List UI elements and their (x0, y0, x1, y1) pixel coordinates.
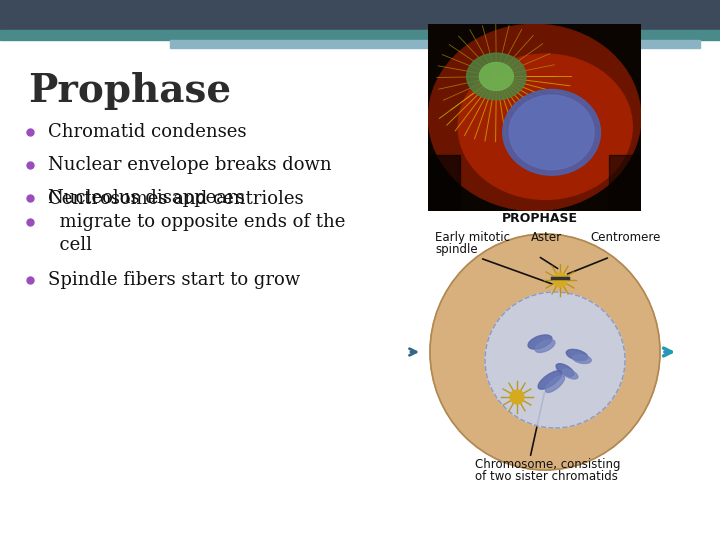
Ellipse shape (480, 63, 513, 90)
Text: Early mitotic: Early mitotic (435, 231, 510, 244)
Text: Chromatid condenses: Chromatid condenses (48, 123, 246, 141)
Bar (428, 155, 460, 211)
Text: Nuclear envelope breaks down: Nuclear envelope breaks down (48, 156, 332, 174)
Circle shape (553, 273, 567, 287)
Text: Centrosomes and centrioles
  migrate to opposite ends of the
  cell: Centrosomes and centrioles migrate to op… (48, 190, 346, 254)
Ellipse shape (562, 369, 578, 379)
Ellipse shape (528, 335, 552, 349)
Text: of two sister chromatids: of two sister chromatids (475, 470, 618, 483)
Ellipse shape (546, 375, 564, 393)
Bar (0, 0, 720, 30)
Ellipse shape (556, 363, 574, 376)
Text: spindle: spindle (435, 243, 477, 256)
Ellipse shape (485, 292, 625, 428)
Ellipse shape (430, 234, 660, 470)
Text: Chromosome, consisting: Chromosome, consisting (475, 458, 621, 471)
Ellipse shape (535, 340, 555, 353)
Ellipse shape (573, 355, 591, 363)
Text: Centromere: Centromere (590, 231, 660, 244)
Bar (609, 155, 641, 211)
Text: Nucleolus disappears: Nucleolus disappears (48, 189, 245, 207)
Text: Spindle fibers start to grow: Spindle fibers start to grow (48, 271, 300, 289)
Ellipse shape (567, 349, 588, 361)
Ellipse shape (509, 95, 594, 170)
Ellipse shape (428, 24, 641, 211)
Ellipse shape (467, 53, 526, 100)
Text: Prophase: Prophase (28, 72, 231, 110)
Ellipse shape (538, 371, 562, 389)
Bar (0, 30, 720, 40)
Bar (170, 40, 700, 48)
Text: Aster: Aster (531, 231, 562, 244)
Ellipse shape (503, 90, 600, 175)
Circle shape (510, 390, 524, 404)
Text: PROPHASE: PROPHASE (502, 212, 578, 225)
Ellipse shape (458, 54, 632, 199)
